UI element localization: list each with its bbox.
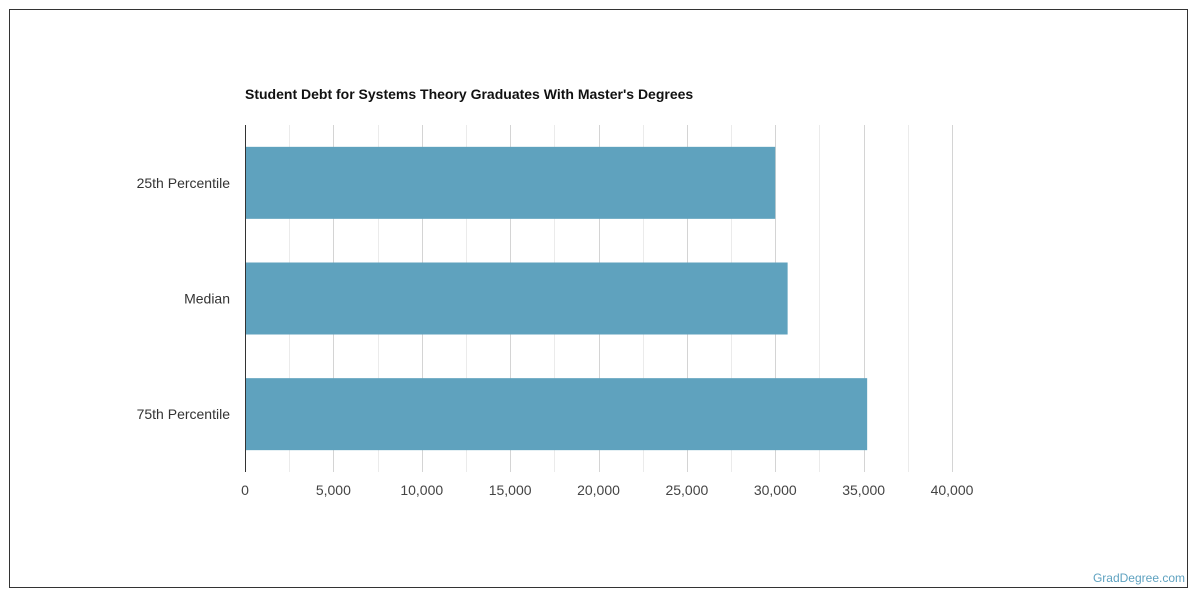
x-tick-label: 25,000 bbox=[665, 482, 708, 498]
x-tick-label: 30,000 bbox=[754, 482, 797, 498]
bar-3 bbox=[245, 378, 868, 451]
x-tick-label: 40,000 bbox=[931, 482, 974, 498]
x-tick-label: 20,000 bbox=[577, 482, 620, 498]
x-tick-label: 15,000 bbox=[489, 482, 532, 498]
x-tick-label: 0 bbox=[241, 482, 249, 498]
x-tick-label: 35,000 bbox=[842, 482, 885, 498]
bar-2 bbox=[245, 262, 788, 335]
category-label: 25th Percentile bbox=[137, 175, 231, 191]
category-label: Median bbox=[184, 291, 230, 307]
category-label: 75th Percentile bbox=[137, 406, 231, 422]
x-tick-label: 5,000 bbox=[316, 482, 351, 498]
watermark-link[interactable]: GradDegree.com bbox=[1092, 571, 1185, 585]
x-tick-label: 10,000 bbox=[400, 482, 443, 498]
chart-title: Student Debt for Systems Theory Graduate… bbox=[245, 86, 694, 102]
bar-1 bbox=[245, 146, 776, 219]
